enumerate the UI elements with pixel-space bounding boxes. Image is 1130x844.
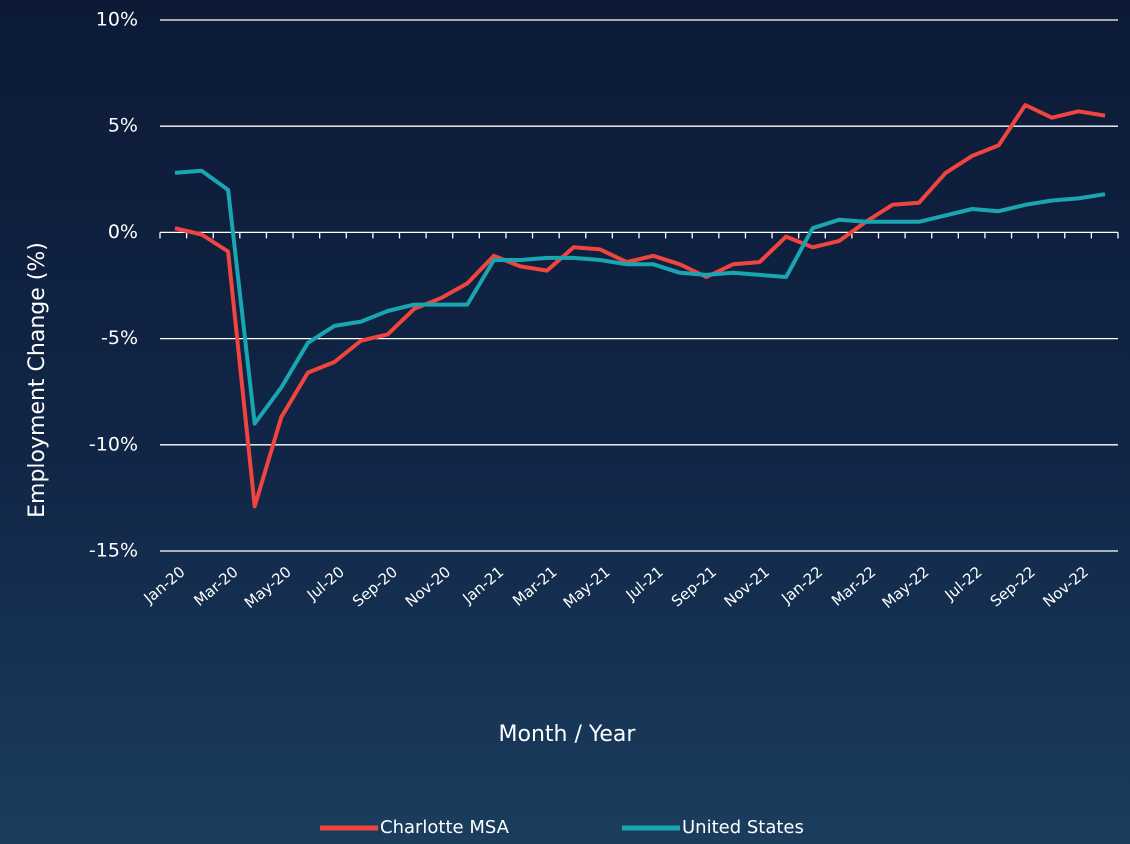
- x-tick-label: Sep-22: [987, 563, 1039, 611]
- x-tick-label: Mar-22: [828, 563, 879, 610]
- y-tick-label: -5%: [101, 327, 138, 349]
- y-tick-label: 0%: [108, 221, 138, 243]
- x-tick-label: Nov-20: [402, 563, 454, 611]
- series-line: [174, 103, 1106, 509]
- x-axis-title: Month / Year: [499, 722, 637, 747]
- x-tick-label: Jul-20: [303, 563, 348, 605]
- y-tick-label: 5%: [108, 115, 138, 137]
- legend-label: Charlotte MSA: [380, 817, 510, 838]
- x-tick-label: Sep-21: [668, 563, 720, 611]
- x-tick-label: Mar-20: [190, 563, 241, 610]
- x-tick-label: Jul-22: [941, 563, 986, 605]
- x-tick-label: Jan-22: [777, 563, 826, 608]
- legend-label: United States: [682, 817, 804, 838]
- x-tick-label: Jul-21: [622, 563, 667, 605]
- y-tick-label: 10%: [96, 9, 138, 31]
- x-tick-label: Nov-21: [721, 563, 773, 611]
- x-tick-label: Sep-20: [349, 563, 401, 611]
- series-line: [174, 168, 1106, 426]
- y-axis-title: Employment Change (%): [25, 242, 50, 518]
- x-tick-label: May-22: [879, 563, 933, 612]
- x-tick-label: Jan-20: [140, 563, 189, 608]
- x-tick-label: May-21: [560, 563, 614, 612]
- x-tick-label: Mar-21: [509, 563, 560, 610]
- x-tick-label: May-20: [241, 563, 295, 612]
- y-tick-label: -10%: [89, 433, 138, 455]
- x-tick-label: Nov-22: [1039, 563, 1091, 611]
- x-tick-label: Jan-21: [459, 563, 508, 608]
- y-tick-label: -15%: [89, 540, 138, 562]
